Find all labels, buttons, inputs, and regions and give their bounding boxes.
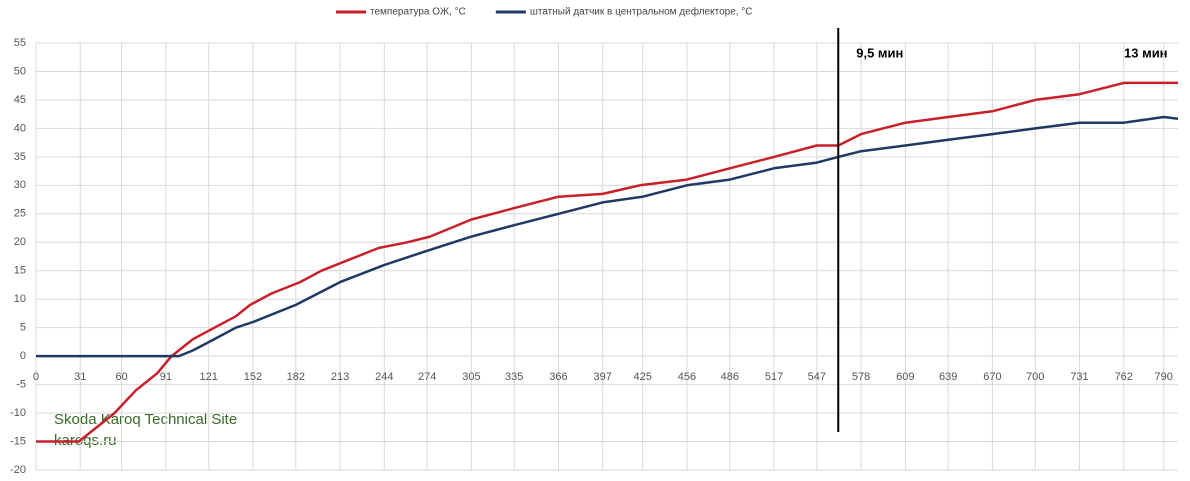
x-tick-label: 152 — [244, 371, 262, 383]
x-tick-label: 731 — [1070, 371, 1088, 383]
y-tick-label: 25 — [14, 208, 26, 220]
x-tick-label: 670 — [983, 371, 1001, 383]
y-tick-label: -20 — [10, 464, 26, 476]
x-tick-label: 700 — [1026, 371, 1044, 383]
x-tick-label: 486 — [721, 371, 739, 383]
annotation: 13 мин — [1124, 45, 1168, 60]
y-tick-label: 40 — [14, 122, 26, 134]
x-tick-label: 578 — [852, 371, 870, 383]
watermark: karoqs.ru — [54, 432, 117, 449]
x-tick-label: 609 — [896, 371, 914, 383]
y-tick-label: 45 — [14, 94, 26, 106]
y-tick-label: 30 — [14, 179, 26, 191]
x-tick-label: 456 — [678, 371, 696, 383]
y-tick-label: 10 — [14, 293, 26, 305]
x-tick-label: 60 — [116, 371, 128, 383]
x-tick-label: 274 — [418, 371, 436, 383]
y-tick-label: 50 — [14, 65, 26, 77]
legend-label: температура ОЖ, °C — [370, 7, 466, 18]
x-tick-label: 425 — [634, 371, 652, 383]
x-tick-label: 639 — [939, 371, 957, 383]
y-tick-label: -10 — [10, 407, 26, 419]
x-tick-label: 182 — [287, 371, 305, 383]
y-tick-label: 55 — [14, 37, 26, 49]
x-tick-label: 335 — [505, 371, 523, 383]
x-tick-label: 790 — [1155, 371, 1173, 383]
x-tick-label: 762 — [1115, 371, 1133, 383]
x-tick-label: 31 — [74, 371, 86, 383]
y-tick-label: 20 — [14, 236, 26, 248]
x-tick-label: 366 — [549, 371, 567, 383]
x-tick-label: 91 — [160, 371, 172, 383]
y-tick-label: 5 — [20, 322, 26, 334]
y-tick-label: -5 — [16, 379, 26, 391]
annotation: 9,5 мин — [856, 45, 903, 60]
y-tick-label: 35 — [14, 151, 26, 163]
x-tick-label: 213 — [331, 371, 349, 383]
x-tick-label: 547 — [808, 371, 826, 383]
legend-label: штатный датчик в центральном дефлекторе,… — [530, 6, 753, 18]
x-tick-label: 517 — [765, 371, 783, 383]
x-tick-label: 305 — [462, 371, 480, 383]
y-tick-label: 0 — [20, 350, 26, 362]
y-tick-label: 15 — [14, 265, 26, 277]
data-line — [36, 81, 1178, 443]
x-tick-label: 397 — [594, 371, 612, 383]
y-tick-label: -15 — [10, 435, 26, 447]
x-tick-label: 0 — [33, 371, 39, 383]
x-tick-label: 121 — [200, 371, 218, 383]
x-tick-label: 244 — [375, 371, 393, 383]
data-line — [36, 115, 1179, 358]
